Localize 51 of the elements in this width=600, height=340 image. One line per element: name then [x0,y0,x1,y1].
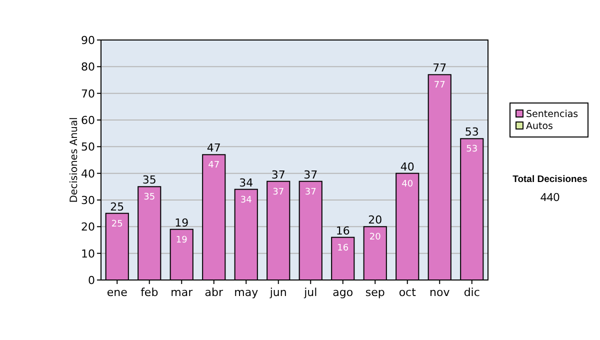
text: Total Decisiones [512,174,588,185]
legend-label: Autos [526,121,554,132]
data-label: 25 [111,219,123,230]
y-tick-label: 20 [81,220,95,234]
y-tick-label: 10 [81,247,95,260]
data-label: 19 [176,235,188,246]
x-tick-label: ene [106,286,128,299]
data-label: 37 [304,187,316,198]
x-tick-label: ago [332,286,354,299]
data-label: 40 [402,179,414,190]
text: 440 [540,192,560,204]
y-tick-label: 50 [81,140,95,154]
x-tick-label: oct [398,286,417,299]
x-tick-label: nov [430,286,450,299]
y-tick-label: 80 [81,60,95,74]
total-label: 35 [142,174,156,187]
y-tick-label: 0 [88,274,95,287]
total-label: 37 [304,168,318,182]
data-label: 77 [434,80,446,91]
x-tick-label: mar [170,286,194,299]
x-tick-label: may [234,286,259,299]
data-label: 34 [240,195,252,206]
total-label: 40 [400,160,414,174]
y-tick-label: 30 [81,194,95,207]
data-label: 53 [466,144,478,155]
total-label: 53 [464,126,479,139]
total-label: 20 [368,214,382,227]
y-tick-label: 40 [81,167,95,180]
x-tick-label: feb [140,286,158,299]
total-label: 25 [110,200,124,214]
y-tick-label: 70 [81,87,95,100]
x-tick-label: abr [204,286,224,299]
x-tick-label: jul [303,286,318,299]
total-label: 37 [271,168,286,182]
data-label: 16 [337,243,349,254]
data-label: 20 [369,232,382,243]
y-tick-label: 90 [81,34,95,47]
total-label: 34 [239,176,254,190]
y-axis-title: Decisiones Anual [69,117,80,203]
y-tick-label: 60 [81,114,95,127]
data-label: 35 [144,192,156,203]
total-label: 47 [206,142,221,155]
x-tick-label: dic [464,286,480,299]
total-label: 16 [336,224,350,238]
x-tick-label: sep [365,286,385,299]
data-label: 37 [272,187,284,198]
legend-label: Sentencias [526,109,578,120]
x-tick-label: jun [268,286,287,299]
total-label: 19 [174,216,189,230]
total-label: 77 [432,62,447,75]
data-label: 47 [208,160,220,171]
